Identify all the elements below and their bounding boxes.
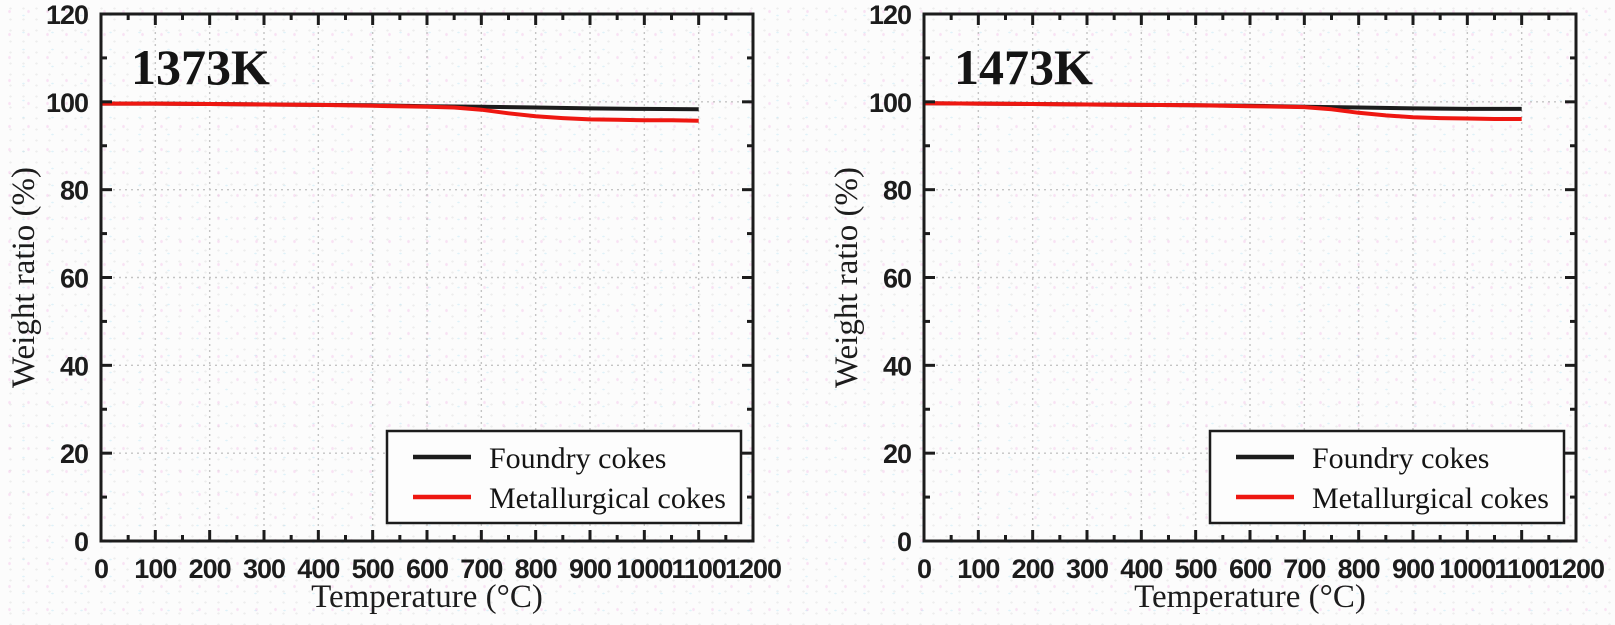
x-tick-label: 600	[1229, 554, 1271, 584]
y-tick-label: 120	[46, 0, 88, 30]
y-tick-label: 100	[46, 88, 88, 118]
x-tick-label: 300	[243, 554, 285, 584]
x-tick-label: 1100	[671, 554, 726, 584]
legend-entry-foundry-cokes: Foundry cokes	[413, 442, 666, 475]
x-tick-label: 1000	[616, 554, 672, 584]
x-axis-label: Temperature (°C)	[311, 579, 543, 615]
x-tick-label: 900	[1392, 554, 1434, 584]
x-tick-label: 600	[406, 554, 448, 584]
chart-title: 1473K	[954, 39, 1093, 95]
x-tick-label: 100	[957, 554, 999, 584]
axis-ticks	[99, 12, 755, 543]
legend-label: Foundry cokes	[1312, 442, 1489, 475]
legend-label: Metallurgical cokes	[489, 482, 726, 515]
y-axis-label: Weight ratio (%)	[829, 167, 865, 388]
x-tick-label: 400	[297, 554, 339, 584]
y-tick-label: 120	[869, 0, 911, 30]
series-metallurgical-cokes	[923, 101, 1522, 121]
chart-title: 1373K	[131, 39, 270, 95]
legend-entry-metallurgical-cokes: Metallurgical cokes	[413, 482, 726, 515]
y-tick-label: 60	[60, 264, 88, 294]
y-tick-label: 60	[883, 264, 911, 294]
x-tick-label: 1200	[725, 554, 781, 584]
legend-label: Foundry cokes	[489, 442, 666, 475]
x-tick-label: 700	[460, 554, 502, 584]
y-tick-label: 80	[883, 176, 911, 206]
legend-box	[1208, 429, 1566, 525]
legend-entry-foundry-cokes: Foundry cokes	[1236, 442, 1489, 475]
x-tick-label: 0	[917, 554, 931, 584]
x-tick-label: 900	[569, 554, 611, 584]
y-tick-label: 80	[60, 176, 88, 206]
x-tick-label: 200	[1012, 554, 1054, 584]
y-tick-label: 40	[60, 351, 88, 381]
x-tick-label: 400	[1120, 554, 1162, 584]
x-tick-label: 800	[515, 554, 557, 584]
y-tick-label: 20	[60, 439, 88, 469]
y-tick-label: 0	[74, 527, 88, 557]
x-axis-label: Temperature (°C)	[1134, 579, 1366, 615]
legend: Foundry cokes Metallurgical cokes	[1208, 429, 1566, 525]
x-tick-label: 1200	[1548, 554, 1604, 584]
y-tick-label: 40	[883, 351, 911, 381]
x-tick-label: 800	[1338, 554, 1380, 584]
chart-1473k: 0 100 200 300 400 500 600 700 800 900 1000 1100 1200…	[829, 0, 1605, 615]
y-tick-label: 100	[869, 88, 911, 118]
x-tick-label: 500	[1175, 554, 1217, 584]
chart-1373k: 0 100 200 300 400 500 600 700 800 900 1000 1100 1200…	[6, 0, 782, 615]
legend: Foundry cokes Metallurgical cokes	[385, 429, 743, 525]
legend-box	[385, 429, 743, 525]
y-axis-label: Weight ratio (%)	[6, 167, 42, 388]
x-tick-label: 1000	[1439, 554, 1495, 584]
axis-ticks	[922, 12, 1578, 543]
x-tick-label: 300	[1066, 554, 1108, 584]
chart-panel-1373k: 0 100 200 300 400 500 600 700 800 900 1000 1100 1200…	[0, 0, 792, 625]
x-tick-label: 500	[352, 554, 394, 584]
x-tick-label: 0	[94, 554, 108, 584]
x-tick-label: 200	[189, 554, 231, 584]
y-tick-label: 20	[883, 439, 911, 469]
y-tick-label: 0	[897, 527, 911, 557]
legend-label: Metallurgical cokes	[1312, 482, 1549, 515]
x-tick-label: 1100	[1494, 554, 1549, 584]
series-metallurgical-cokes	[101, 101, 699, 123]
chart-panel-1473k: 0 100 200 300 400 500 600 700 800 900 1000 1100 1200…	[823, 0, 1615, 625]
x-tick-label: 700	[1283, 554, 1325, 584]
x-tick-label: 100	[134, 554, 176, 584]
legend-entry-metallurgical-cokes: Metallurgical cokes	[1236, 482, 1549, 515]
